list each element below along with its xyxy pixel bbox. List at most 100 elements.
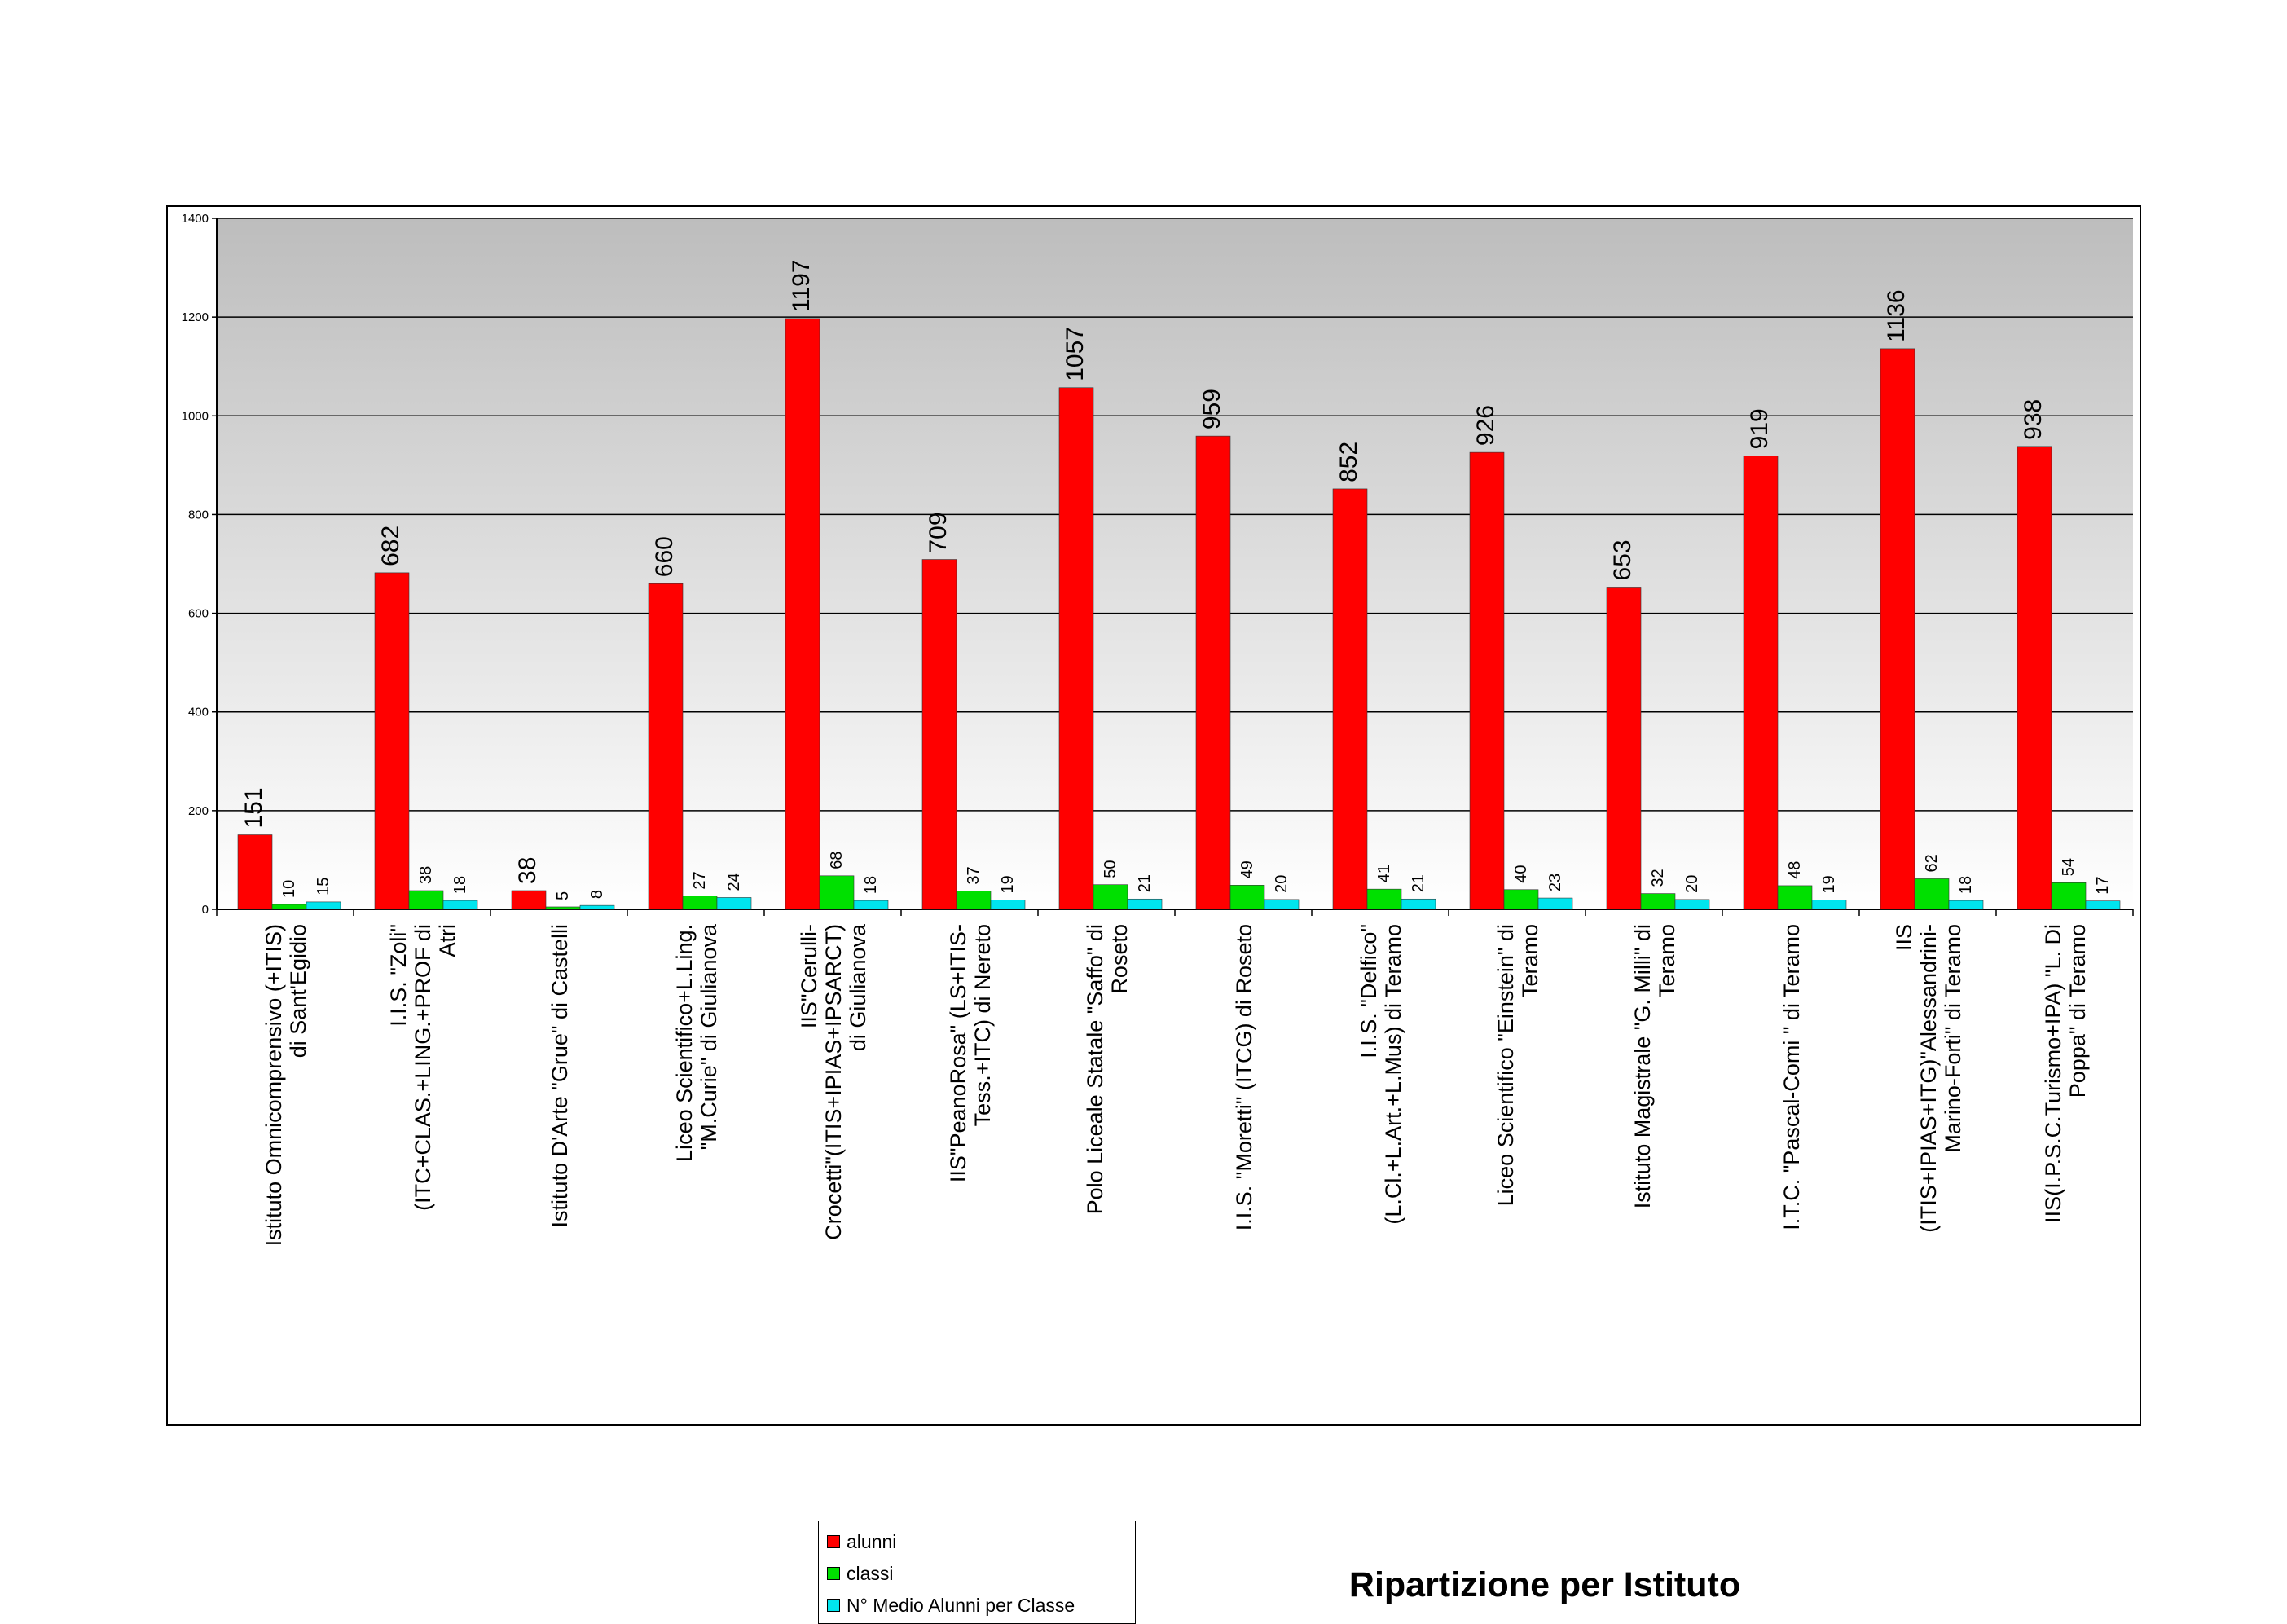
value-label-classi: 27 [691,871,709,889]
x-category-label: "M.Curie" di Giulianova [697,923,721,1150]
y-tick-label: 600 [188,607,209,621]
bar-classi [271,904,307,910]
legend-label-classi: classi [847,1562,894,1584]
bar-alunni [1606,587,1642,910]
value-label-classi: 50 [1102,860,1119,878]
bar-alunni [1469,451,1505,910]
x-category-label: I.T.C. "Pascal-Comi " di Teramo [1779,924,1804,1230]
value-label-alunni: 682 [377,526,404,566]
value-label-classi: 49 [1238,860,1256,878]
bar-classi [1366,888,1402,910]
x-category-label: (L.Cl.+L.Art.+L.Mus) di Teramo [1381,924,1405,1225]
legend-swatch-alunni [827,1535,840,1548]
value-label-medio: 19 [999,875,1017,893]
x-category-label: Tess.+ITC) di Nereto [970,924,995,1126]
x-category-label: Poppa" di Teramo [2065,924,2090,1098]
bar-medio [990,900,1026,910]
bar-classi [1503,889,1539,910]
y-tick-label: 1000 [182,409,209,423]
x-category-label: Polo Liceale Statale "Saffo" di [1083,924,1107,1214]
value-label-classi: 40 [1512,865,1530,883]
value-label-medio: 20 [1683,875,1701,893]
bar-alunni [511,890,547,910]
value-label-classi: 41 [1375,865,1393,882]
x-category-label: Marino-Forti" di Teramo [1941,924,1965,1153]
legend-item-classi: classi [827,1559,894,1588]
x-category-label: IIS(I.P.S.C.Turismo+IPA) "L. Di [2041,924,2065,1223]
value-label-classi: 37 [965,866,983,884]
chart-canvas: 0200400600800100012001400151682386601197… [182,212,2134,1246]
bar-medio [1401,898,1436,910]
bar-classi [1914,878,1950,910]
x-category-label: Liceo Scientifico+L.Ling. [672,924,697,1162]
bar-alunni [921,559,957,910]
x-category-label: Teramo [1518,924,1542,997]
bar-classi [1777,885,1813,910]
x-category-label: IIS"Cerulli- [797,924,821,1028]
legend-label-alunni: alunni [847,1530,897,1552]
x-category-label: Atri [435,924,460,957]
legend-label-medio: N° Medio Alunni per Classe [847,1594,1075,1616]
bar-classi [2051,882,2087,910]
legend-item-medio: N° Medio Alunni per Classe [827,1591,1075,1620]
bar-medio [853,900,889,910]
value-label-alunni: 1197 [788,259,815,312]
value-label-medio: 23 [1546,874,1564,891]
bar-classi [1093,884,1128,910]
bar-medio [1674,899,1710,910]
legend: alunni classi N° Medio Alunni per Classe [818,1521,1136,1624]
value-label-medio: 20 [1273,875,1291,893]
value-label-medio: 15 [314,878,332,896]
y-tick-label: 1400 [182,212,209,226]
x-category-label: (ITC+CLAS.+LING.+PROF di [411,924,435,1211]
bar-medio [1127,898,1163,910]
x-category-label: IIS [1892,924,1916,951]
bar-alunni [1195,435,1231,910]
bar-alunni [1332,488,1368,910]
value-label-alunni: 660 [651,536,678,577]
value-label-alunni: 959 [1198,389,1225,429]
value-label-medio: 8 [588,890,606,899]
bar-medio [1948,900,1984,910]
chart-title: Ripartizione per Istituto [1348,1565,1741,1604]
x-category-label: I.I.S. "Zoli" [386,924,411,1027]
legend-item-alunni: alunni [827,1527,896,1556]
bar-medio [442,900,478,910]
bar-classi [408,890,444,910]
x-category-label: Teramo [1655,924,1679,997]
value-label-medio: 18 [451,876,469,894]
value-label-classi: 68 [828,852,846,869]
legend-swatch-medio [827,1599,840,1612]
value-label-medio: 19 [1820,875,1838,893]
value-label-alunni: 38 [514,857,541,884]
y-tick-label: 400 [188,706,209,720]
value-label-classi: 5 [554,891,572,900]
bar-medio [1264,899,1300,910]
bar-alunni [1058,387,1094,910]
x-category-label: di Giulianova [846,923,870,1051]
value-label-medio: 21 [1136,874,1154,892]
value-label-medio: 21 [1410,874,1427,892]
value-label-alunni: 919 [1746,408,1773,449]
y-tick-label: 1200 [182,310,209,324]
bar-classi [682,896,718,910]
value-label-classi: 62 [1923,854,1941,872]
bar-alunni [785,318,820,910]
x-category-label: Istituto Omnicomprensivo (+ITIS) [262,924,286,1246]
value-label-alunni: 938 [2020,399,2047,440]
y-tick-label: 200 [188,804,209,818]
x-category-label: Roseto [1107,924,1132,994]
x-category-label: IIS"PeanoRosa" (LS+ITIS- [946,924,970,1182]
x-category-label: Crocetti"(ITIS+IPIAS+IPSARCT) [821,924,846,1240]
value-label-alunni: 151 [240,787,267,828]
value-label-alunni: 1136 [1883,289,1910,342]
x-category-label: I.I.S. "Moretti" (ITCG) di Roseto [1232,924,1256,1230]
value-label-classi: 32 [1649,869,1667,887]
legend-swatch-classi [827,1567,840,1580]
y-tick-label: 800 [188,508,209,522]
value-label-medio: 18 [1957,876,1975,894]
plot-background [217,218,2133,909]
x-category-label: Istituto Magistrale "G. Milli" di [1630,924,1655,1208]
bar-classi [545,906,581,910]
bar-medio [716,897,752,910]
